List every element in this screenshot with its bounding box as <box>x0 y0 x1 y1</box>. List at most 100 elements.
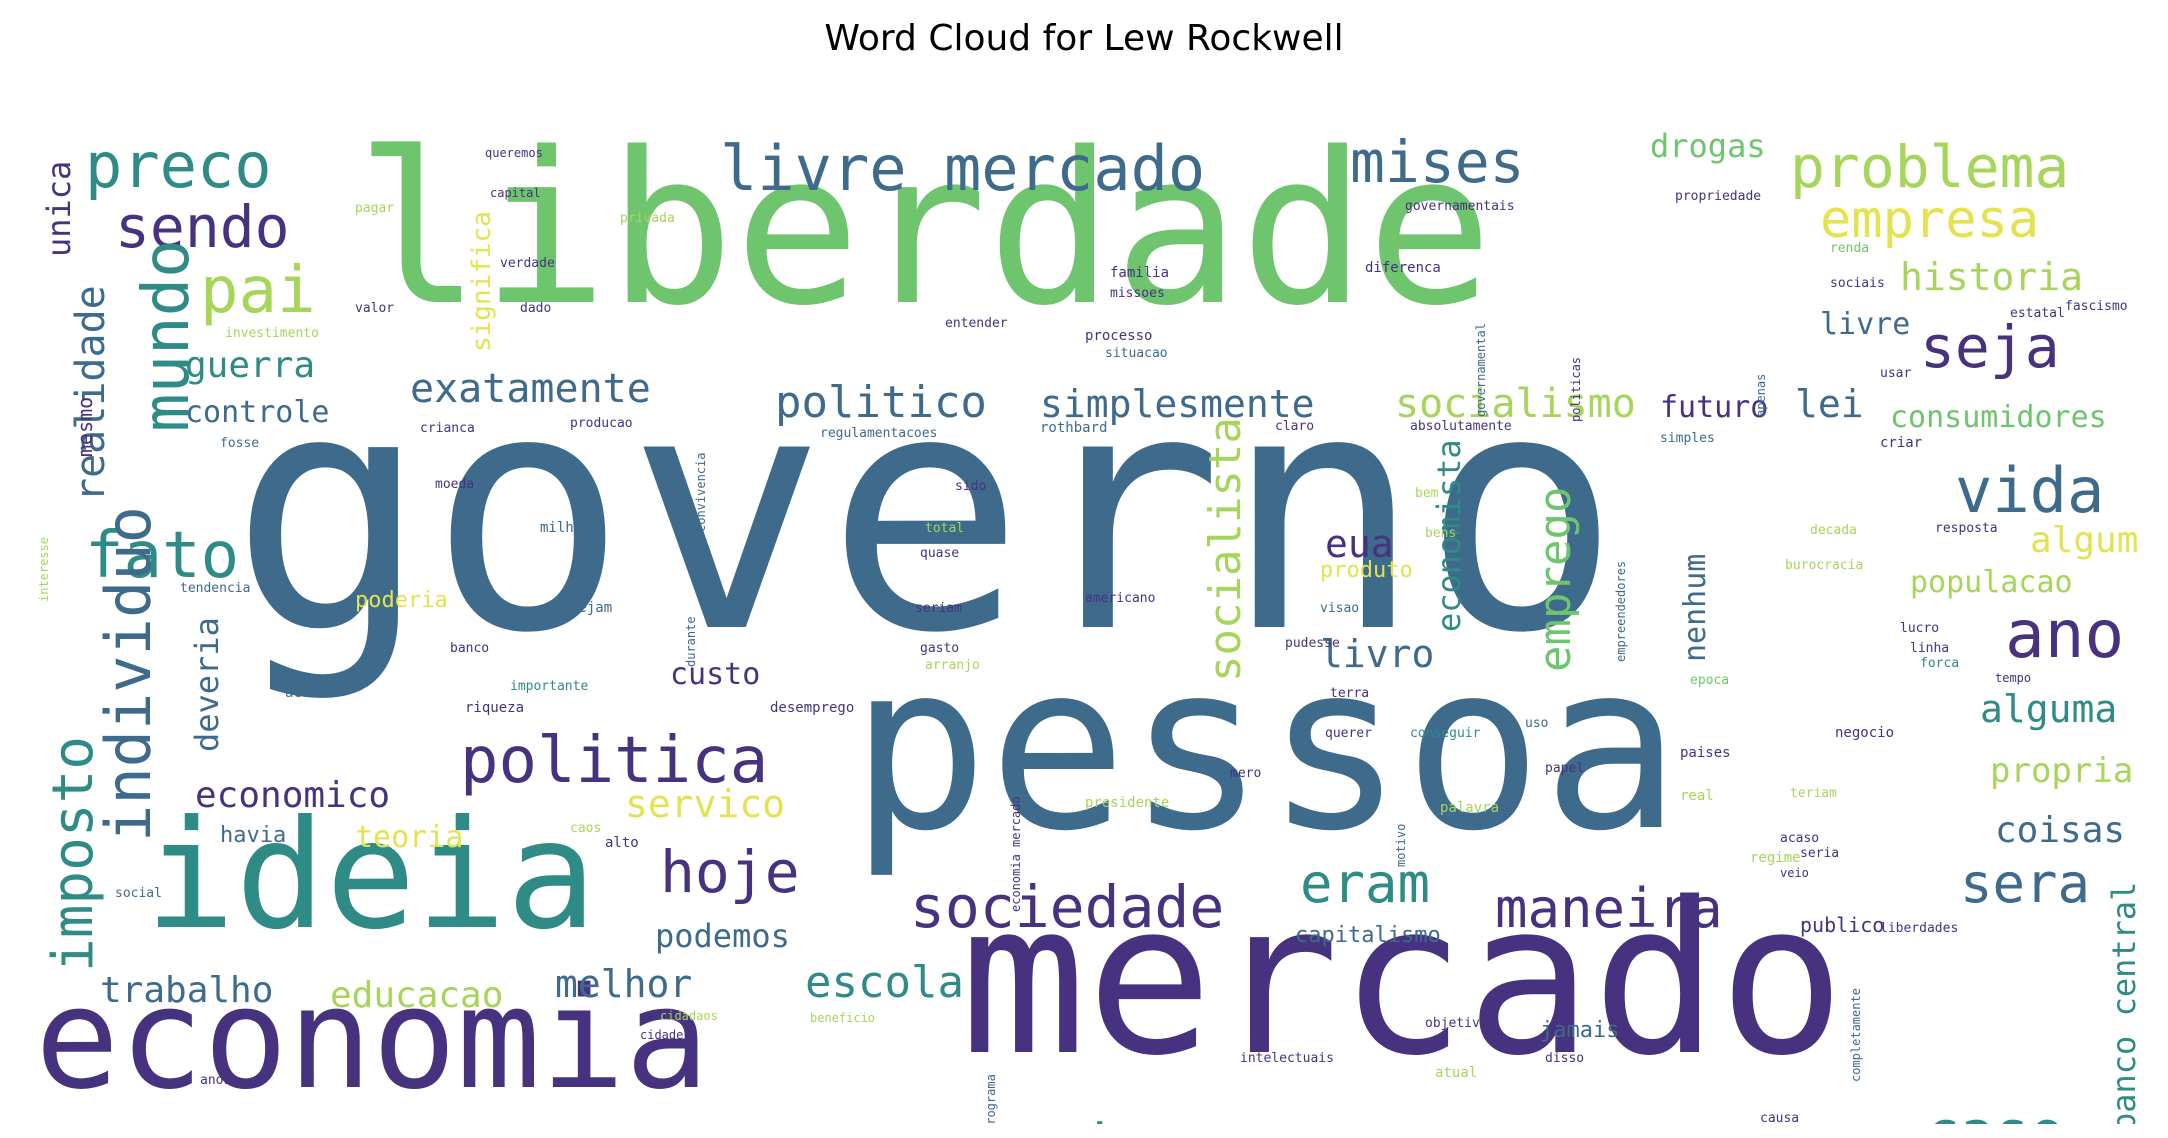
word-historia: historia <box>1900 255 2083 299</box>
word-populacao: populacao <box>1910 565 2073 600</box>
word-liberdade: liberdade <box>355 107 1493 352</box>
word-causa: causa <box>1760 1111 1799 1124</box>
word-pai: pai <box>200 254 316 328</box>
word-publico: publico <box>1800 913 1884 937</box>
word-acaso: acaso <box>1780 831 1819 846</box>
word-motivo: motivo <box>1394 824 1408 867</box>
word-riqueza: riqueza <box>465 700 524 716</box>
word-interesse: interesse <box>37 537 51 602</box>
word-capital: capital <box>490 186 541 200</box>
word-situacao: situacao <box>1105 346 1168 361</box>
word-alguma: alguma <box>1980 687 2117 731</box>
word-lei: lei <box>1795 382 1864 426</box>
word-palavra: palavra <box>1440 800 1499 816</box>
word-politica: politica <box>460 724 768 798</box>
word-melhor: melhor <box>555 962 692 1006</box>
word-social: social <box>115 886 162 901</box>
word-disso: disso <box>1545 1051 1584 1066</box>
word-pagar: pagar <box>355 201 394 216</box>
word-propria: propria <box>1990 751 2133 791</box>
word-individuo: individuo <box>92 506 165 842</box>
word-missoes: missoes <box>1110 286 1165 301</box>
word-seria: seria <box>1800 846 1839 861</box>
word-consumidores: consumidores <box>1890 400 2107 435</box>
word-presidente: presidente <box>1085 795 1169 811</box>
word-beneficio: beneficio <box>810 1011 875 1025</box>
word-vida: vida <box>1955 454 2104 527</box>
word-empreendedores: empreendedores <box>1614 561 1628 662</box>
word-banco-central: banco central <box>2105 882 2140 1124</box>
word-guerra: guerra <box>185 345 315 386</box>
word-papel: papel <box>1545 761 1584 776</box>
word-sejam: sejam <box>570 600 612 616</box>
word-futuro: futuro <box>1660 390 1768 425</box>
word-verdade: verdade <box>1240 1120 1366 1124</box>
word-criar: criar <box>1880 435 1922 451</box>
word-havia: havia <box>220 823 286 848</box>
word-completamente: completamente <box>1849 988 1863 1082</box>
word-arranjo: arranjo <box>925 658 980 673</box>
word-fascismo: fascismo <box>2065 299 2128 314</box>
word-unica: unica <box>40 161 78 257</box>
word-governamentais: governamentais <box>1405 199 1515 214</box>
word-mero: mero <box>1230 766 1261 781</box>
word-durante: durante <box>684 616 698 667</box>
word-total: total <box>925 521 964 536</box>
word-governamental: governamental <box>1474 323 1488 417</box>
word-lucro: lucro <box>1900 621 1939 636</box>
word-exatamente: exatamente <box>410 366 651 412</box>
word-anos: anos <box>200 1073 231 1088</box>
word-bem: bem <box>1415 486 1439 501</box>
word-acordo: acordo <box>285 685 336 701</box>
word-valor: valor <box>355 301 394 316</box>
word-paises: paises <box>1680 745 1731 761</box>
word-drogas: drogas <box>1650 127 1766 165</box>
word-caos: caos <box>570 821 601 836</box>
word-tendencia: tendencia <box>180 581 250 596</box>
word-empresa: empresa <box>1820 190 2039 250</box>
word-politicas: politicas <box>1569 357 1583 422</box>
word-programa: programa <box>984 1074 998 1124</box>
word-bens: bens <box>1425 526 1456 541</box>
word-economia: economia <box>35 958 709 1121</box>
word-outro: outro <box>1015 1108 1190 1124</box>
word-teriam: teriam <box>1790 786 1837 801</box>
word-podemos: podemos <box>655 917 790 955</box>
word-dado: dado <box>520 301 551 316</box>
word-quase: quase <box>920 546 959 561</box>
word-realidade: realidade <box>68 285 114 502</box>
word-servico: servico <box>625 782 785 826</box>
word-sociais: sociais <box>1830 276 1885 291</box>
word-eua: eua <box>1325 522 1394 566</box>
word-sociedade: sociedade <box>910 873 1224 941</box>
word-decada: decada <box>1810 523 1857 538</box>
word-seriam: seriam <box>915 601 962 616</box>
word-pessoa: pessoa <box>850 615 1681 882</box>
word-mundo: mundo <box>130 239 204 432</box>
word-significa: significa <box>467 211 497 352</box>
word-deveria: deveria <box>188 617 226 752</box>
word-familia: familia <box>1110 265 1169 281</box>
word-burocracia: burocracia <box>1785 558 1863 573</box>
word-investimento: investimento <box>225 326 319 341</box>
word-jamais: jamais <box>1540 1018 1619 1043</box>
word-real: real <box>1680 788 1714 804</box>
word-queremos: queremos <box>485 146 543 160</box>
word-conseguir: conseguir <box>1410 726 1481 741</box>
word-economico: economico <box>195 775 390 816</box>
word-banco: banco <box>450 641 489 656</box>
word-cloud: governo liberdade pessoa mercado economi… <box>20 72 2140 1124</box>
word-ano: ano <box>2005 596 2124 673</box>
word-convivencia: convivencia <box>694 453 708 532</box>
word-politico: politico <box>775 377 987 428</box>
word-eram: eram <box>1300 852 1430 915</box>
word-veio: veio <box>1780 866 1809 880</box>
word-liberdades: liberdades <box>1880 921 1958 936</box>
word-socialismo: socialismo <box>1395 381 1636 427</box>
word-estatal: estatal <box>2010 306 2065 321</box>
word-simplesmente: simplesmente <box>1040 382 1315 426</box>
word-moeda: moeda <box>435 477 474 492</box>
word-cidades: cidades <box>640 1028 691 1042</box>
word-imposto: imposto <box>41 736 106 972</box>
word-tempo: tempo <box>1995 671 2031 685</box>
